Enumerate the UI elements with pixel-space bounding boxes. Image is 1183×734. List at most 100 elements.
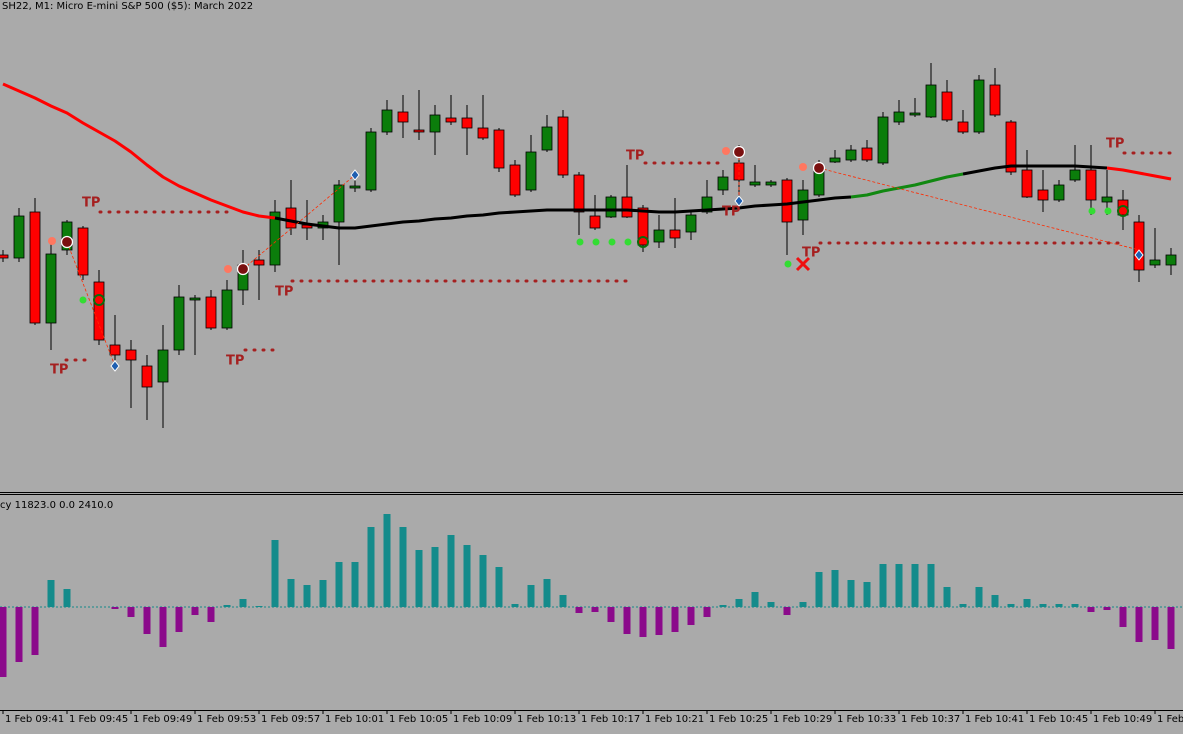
histogram-bar xyxy=(15,607,23,662)
x-tick-label: 1 Feb xyxy=(1157,714,1183,725)
candle-body xyxy=(45,253,57,324)
histogram-bar xyxy=(1103,607,1111,610)
histogram-bar xyxy=(623,607,631,634)
histogram-bar xyxy=(607,607,615,622)
candle-body xyxy=(93,281,105,341)
candle-body xyxy=(429,114,441,133)
histogram-bar xyxy=(671,607,679,632)
histogram-bar xyxy=(911,564,919,607)
candle-body xyxy=(989,84,1001,116)
candle-body xyxy=(701,196,713,213)
signal-dot xyxy=(576,238,584,246)
candle-body xyxy=(269,211,281,266)
moving-average xyxy=(962,164,1108,176)
x-tick-label: 1 Feb 10:25 xyxy=(709,714,768,725)
candle-body xyxy=(349,185,361,189)
histogram-bar xyxy=(1023,599,1031,607)
histogram-bar xyxy=(159,607,167,647)
histogram-bar xyxy=(1039,604,1047,607)
histogram-bar xyxy=(847,580,855,607)
tp-label: TP xyxy=(275,285,293,300)
candle-body xyxy=(29,211,41,324)
tp-label: TP xyxy=(802,246,820,261)
candle-body xyxy=(413,129,425,133)
tp-label: TP xyxy=(722,205,740,220)
histogram-bar xyxy=(831,570,839,607)
histogram-bar xyxy=(271,540,279,607)
x-tick-label: 1 Feb 10:37 xyxy=(901,714,960,725)
candle-body xyxy=(1165,254,1177,266)
histogram-bar xyxy=(303,585,311,607)
entry-marker xyxy=(812,161,826,175)
histogram-bar xyxy=(383,514,391,607)
histogram-bar xyxy=(255,606,263,607)
candle-body xyxy=(0,254,9,259)
signal-dot xyxy=(1088,207,1096,215)
signal-dot xyxy=(784,260,792,268)
candle-body xyxy=(189,297,201,301)
x-tick-label: 1 Feb 10:21 xyxy=(645,714,704,725)
candle-body xyxy=(749,181,761,186)
candle-body xyxy=(1133,221,1145,271)
indicator-title: cy 11823.0 0.0 2410.0 xyxy=(0,500,113,511)
candle-body xyxy=(285,207,297,229)
histogram-bar xyxy=(511,604,519,607)
histogram-bar xyxy=(1071,604,1079,607)
histogram-bar xyxy=(559,595,567,607)
signal-ring xyxy=(93,294,105,306)
x-tick-label: 1 Feb 10:49 xyxy=(1093,714,1152,725)
candle-body xyxy=(765,181,777,186)
histogram-bar xyxy=(783,607,791,615)
candle-body xyxy=(157,349,169,383)
histogram-bar xyxy=(959,604,967,607)
candle-body xyxy=(957,121,969,133)
histogram-bar xyxy=(287,579,295,607)
candle-body xyxy=(13,215,25,259)
candle-body xyxy=(621,196,633,218)
histogram-bar xyxy=(863,582,871,607)
histogram-bar xyxy=(591,607,599,612)
candle-body xyxy=(909,112,921,116)
candle-body xyxy=(461,117,473,129)
histogram-bar xyxy=(191,607,199,615)
trade-line xyxy=(818,167,1140,251)
candle-body xyxy=(717,176,729,191)
trade-line xyxy=(66,241,116,367)
histogram-bar xyxy=(975,587,983,607)
x-tick-label: 1 Feb 09:53 xyxy=(197,714,256,725)
candle-body xyxy=(253,259,265,266)
histogram-bar xyxy=(1007,604,1015,607)
signal-dot xyxy=(624,238,632,246)
histogram-bar xyxy=(223,605,231,607)
histogram-bar xyxy=(1055,604,1063,607)
x-tick-label: 1 Feb 10:09 xyxy=(453,714,512,725)
histogram-bar xyxy=(143,607,151,634)
candle-body xyxy=(493,129,505,169)
histogram-bar xyxy=(639,607,647,637)
tp-label: TP xyxy=(50,363,68,378)
histogram-bar xyxy=(527,585,535,607)
x-tick-label: 1 Feb 10:05 xyxy=(389,714,448,725)
histogram-bar xyxy=(399,527,407,607)
candle-body xyxy=(1069,169,1081,181)
candle-body xyxy=(509,164,521,196)
signal-dot xyxy=(1104,207,1112,215)
candle-body xyxy=(221,289,233,329)
candle-body xyxy=(1053,184,1065,201)
tp-label: TP xyxy=(1106,137,1124,152)
candle-body xyxy=(125,349,137,361)
signal-dot xyxy=(79,296,87,304)
x-tick-label: 1 Feb 09:45 xyxy=(69,714,128,725)
histogram-bar xyxy=(63,589,71,607)
candle-body xyxy=(141,365,153,388)
exit-diamond xyxy=(350,169,360,181)
candle-body xyxy=(797,189,809,221)
candle-body xyxy=(1005,121,1017,173)
candle-body xyxy=(925,84,937,118)
x-tick-label: 1 Feb 10:41 xyxy=(965,714,1024,725)
trade-line xyxy=(242,174,356,270)
candle-body xyxy=(397,111,409,123)
histogram-bar xyxy=(1135,607,1143,642)
candle-body xyxy=(605,196,617,218)
candle-body xyxy=(573,174,585,213)
